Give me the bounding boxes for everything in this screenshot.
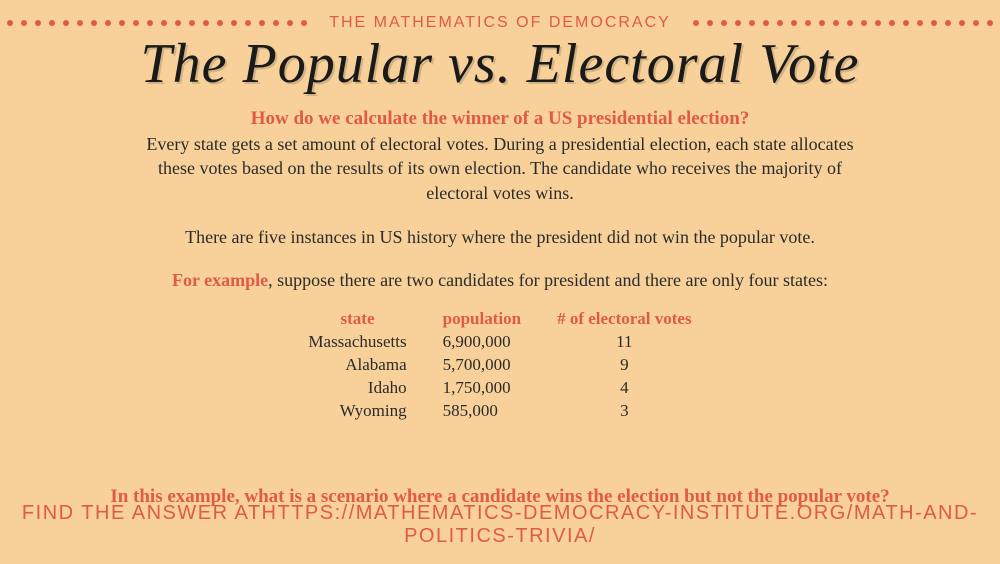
decorative-dot (973, 20, 979, 26)
example-lead: For example (172, 270, 268, 290)
table-row: Wyoming585,0003 (290, 400, 709, 423)
decorative-dot (693, 20, 699, 26)
table-header-row: state population # of electoral votes (290, 309, 709, 331)
decorative-dot (189, 20, 195, 26)
decorative-dot (175, 20, 181, 26)
decorative-dot (889, 20, 895, 26)
decorative-dot (77, 20, 83, 26)
decorative-dot (21, 20, 27, 26)
table-row: Alabama5,700,0009 (290, 354, 709, 377)
decorative-dot (959, 20, 965, 26)
col-ev: # of electoral votes (539, 309, 710, 331)
decorative-dot (105, 20, 111, 26)
decorative-dot (917, 20, 923, 26)
decorative-dot (721, 20, 727, 26)
decorative-dot (833, 20, 839, 26)
decorative-dot (861, 20, 867, 26)
decorative-dot (805, 20, 811, 26)
decorative-dot (63, 20, 69, 26)
header-dots-row: THE MATHEMATICS OF DEMOCRACY (0, 14, 1000, 32)
states-table: state population # of electoral votes Ma… (290, 309, 709, 423)
cell-electoral-votes: 4 (539, 377, 710, 400)
main-content: How do we calculate the winner of a US p… (0, 108, 1000, 423)
table-row: Massachusetts6,900,00011 (290, 331, 709, 354)
cell-state: Massachusetts (290, 331, 424, 354)
cell-population: 5,700,000 (425, 354, 539, 377)
decorative-dot (245, 20, 251, 26)
decorative-dot (847, 20, 853, 26)
states-table-wrap: state population # of electoral votes Ma… (0, 309, 1000, 423)
decorative-dot (749, 20, 755, 26)
decorative-dot (301, 20, 307, 26)
decorative-dot (987, 20, 993, 26)
col-population: population (425, 309, 539, 331)
cell-electoral-votes: 11 (539, 331, 710, 354)
decorative-dot (119, 20, 125, 26)
decorative-dot (259, 20, 265, 26)
decorative-dot (147, 20, 153, 26)
explanation-text: Every state gets a set amount of elector… (140, 132, 860, 205)
fact-text: There are five instances in US history w… (0, 227, 1000, 248)
cell-population: 1,750,000 (425, 377, 539, 400)
footer-url: HTTPS://MATHEMATICS-DEMOCRACY-INSTITUTE.… (262, 502, 979, 547)
decorative-dot (35, 20, 41, 26)
cell-state: Idaho (290, 377, 424, 400)
decorative-dot (819, 20, 825, 26)
decorative-dot (91, 20, 97, 26)
cell-state: Wyoming (290, 400, 424, 423)
col-state: state (290, 309, 424, 331)
cell-electoral-votes: 3 (539, 400, 710, 423)
decorative-dot (231, 20, 237, 26)
decorative-dot (903, 20, 909, 26)
decorative-dot (161, 20, 167, 26)
decorative-dot (133, 20, 139, 26)
cell-state: Alabama (290, 354, 424, 377)
footer-prefix: FIND THE ANSWER AT (22, 502, 262, 524)
decorative-dot (735, 20, 741, 26)
decorative-dot (49, 20, 55, 26)
table-row: Idaho1,750,0004 (290, 377, 709, 400)
decorative-dot (875, 20, 881, 26)
decorative-dot (287, 20, 293, 26)
decorative-dot (273, 20, 279, 26)
decorative-dot (7, 20, 13, 26)
cell-electoral-votes: 9 (539, 354, 710, 377)
decorative-dot (931, 20, 937, 26)
decorative-dot (707, 20, 713, 26)
example-rest: , suppose there are two candidates for p… (268, 270, 828, 290)
cell-population: 585,000 (425, 400, 539, 423)
example-intro: For example, suppose there are two candi… (0, 270, 1000, 291)
decorative-dot (203, 20, 209, 26)
decorative-dot (763, 20, 769, 26)
page-title: The Popular vs. Electoral Vote (0, 32, 1000, 96)
decorative-dot (791, 20, 797, 26)
footer-link: FIND THE ANSWER ATHTTPS://MATHEMATICS-DE… (0, 502, 1000, 548)
kicker-text: THE MATHEMATICS OF DEMOCRACY (315, 14, 685, 32)
decorative-dot (945, 20, 951, 26)
lead-question: How do we calculate the winner of a US p… (0, 108, 1000, 130)
cell-population: 6,900,000 (425, 331, 539, 354)
decorative-dot (777, 20, 783, 26)
decorative-dot (217, 20, 223, 26)
